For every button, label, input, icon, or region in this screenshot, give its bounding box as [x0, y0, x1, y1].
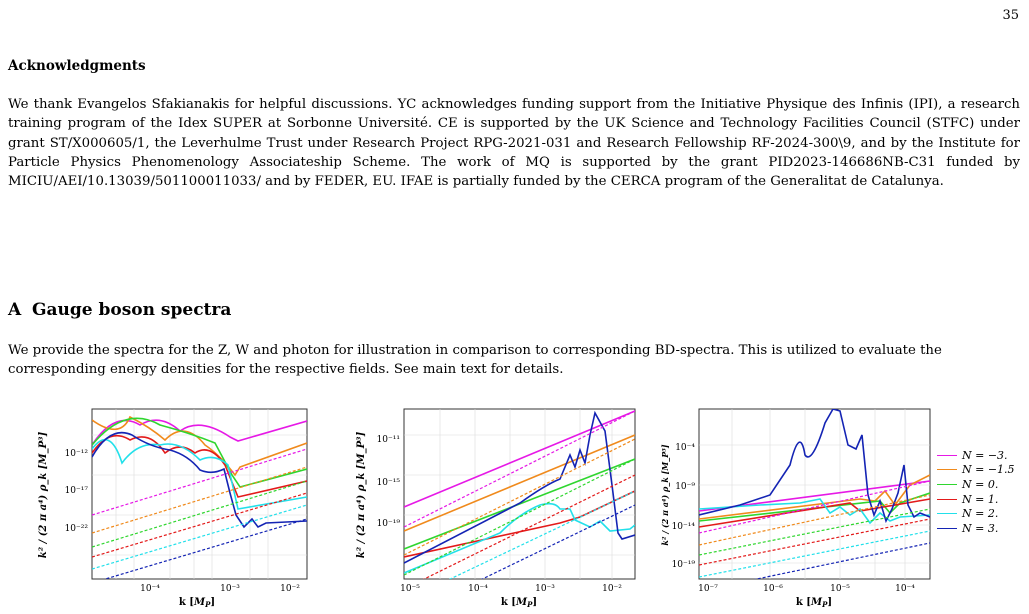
chart2-ytick-2: 10⁻¹⁵: [377, 478, 401, 488]
legend-label: N = −3.: [962, 448, 1008, 462]
chart3-xtick-3: 10⁻⁵: [830, 584, 850, 594]
legend-label: N = −1.5: [962, 463, 1015, 477]
chart3-ylabel: k² / (2 π a⁴) ρ_k [M_P³]: [660, 444, 670, 545]
chart1-ytick-2: 10⁻¹⁷: [65, 486, 89, 496]
page-number: 35: [1002, 8, 1019, 23]
chart1-ylabel: k² / (2 π a⁴) ρ_k [M_P³]: [38, 432, 49, 559]
legend-swatch: [937, 469, 957, 471]
svg-text:k² / (2 π a⁴) ρ_k [M_P³]: k² / (2 π a⁴) ρ_k [M_P³]: [38, 432, 49, 559]
chart-panel-1: 10⁻⁴ 10⁻³ 10⁻² 10⁻¹² 10⁻¹⁷ 10⁻²² k [MP] …: [38, 408, 308, 609]
chart2-xtick-2: 10⁻⁴: [468, 584, 488, 594]
chart3-ytick-4: 10⁻¹⁹: [672, 560, 696, 570]
chart1-xtick-3: 10⁻²: [280, 584, 300, 594]
chart-panel-2: 10⁻⁵ 10⁻⁴ 10⁻³ 10⁻² 10⁻¹¹ 10⁻¹⁵ 10⁻¹⁹ k …: [356, 408, 636, 609]
chart-panel-3: 10⁻⁷ 10⁻⁶ 10⁻⁵ 10⁻⁴ 10⁻⁴ 10⁻⁹ 10⁻¹⁴ 10⁻¹…: [660, 408, 931, 609]
chart1-xtick-2: 10⁻³: [220, 584, 240, 594]
chart2-ytick-1: 10⁻¹¹: [377, 435, 400, 445]
legend-label: N = 3.: [962, 521, 999, 535]
chart2-xlabel: k [MP]: [501, 597, 537, 609]
chart1-xlabel: k [MP]: [179, 597, 215, 609]
chart1-ytick-3: 10⁻²²: [65, 524, 89, 534]
spectra-figure: 10⁻⁴ 10⁻³ 10⁻² 10⁻¹² 10⁻¹⁷ 10⁻²² k [MP] …: [0, 405, 1029, 610]
chart3-xtick-2: 10⁻⁶: [763, 584, 783, 594]
legend-swatch: [937, 483, 957, 485]
section-title: Gauge boson spectra: [32, 300, 232, 320]
legend-swatch: [937, 513, 957, 515]
chart3-ytick-3: 10⁻¹⁴: [672, 522, 696, 532]
chart2-xtick-4: 10⁻²: [602, 584, 622, 594]
section-heading: A Gauge boson spectra: [8, 300, 231, 320]
chart3-xlabel: k [MP]: [796, 597, 832, 609]
acknowledgments-body: We thank Evangelos Sfakianakis for helpf…: [8, 97, 1020, 190]
chart3-xtick-1: 10⁻⁷: [698, 584, 718, 594]
legend-item: N = −1.5: [937, 463, 1015, 478]
section-body: We provide the spectra for the Z, W and …: [8, 343, 942, 377]
legend-item: N = 1.: [937, 492, 1015, 507]
legend-label: N = 2.: [962, 507, 999, 521]
legend-item: N = 0.: [937, 477, 1015, 492]
acknowledgments-heading: Acknowledgments: [8, 58, 146, 74]
chart3-ytick-2: 10⁻⁹: [675, 482, 695, 492]
chart1-ytick-1: 10⁻¹²: [65, 449, 89, 459]
legend-label: N = 1.: [962, 492, 999, 506]
legend-swatch: [937, 498, 957, 500]
chart2-ytick-3: 10⁻¹⁹: [377, 519, 401, 529]
legend-item: N = −3.: [937, 448, 1015, 463]
section-number: A: [8, 300, 22, 320]
chart3-xtick-4: 10⁻⁴: [895, 584, 915, 594]
legend-item: N = 3.: [937, 521, 1015, 536]
svg-text:k² / (2 π a⁴) ρ_k [M_P³]: k² / (2 π a⁴) ρ_k [M_P³]: [356, 432, 367, 559]
chart1-xtick-1: 10⁻⁴: [140, 584, 160, 594]
chart2-ylabel: k² / (2 π a⁴) ρ_k [M_P³]: [356, 432, 367, 559]
svg-text:k² / (2 π a⁴) ρ_k [M_P³]: k² / (2 π a⁴) ρ_k [M_P³]: [660, 444, 670, 545]
legend-item: N = 2.: [937, 506, 1015, 521]
legend-swatch: [937, 527, 957, 529]
legend-swatch: [937, 454, 957, 456]
spectra-plots-svg: 10⁻⁴ 10⁻³ 10⁻² 10⁻¹² 10⁻¹⁷ 10⁻²² k [MP] …: [38, 408, 931, 609]
chart2-xtick-1: 10⁻⁵: [400, 584, 420, 594]
chart2-xtick-3: 10⁻³: [535, 584, 555, 594]
chart-legend: N = −3. N = −1.5 N = 0. N = 1. N = 2. N …: [937, 448, 1015, 536]
legend-label: N = 0.: [962, 477, 999, 491]
chart3-ytick-1: 10⁻⁴: [675, 443, 695, 453]
